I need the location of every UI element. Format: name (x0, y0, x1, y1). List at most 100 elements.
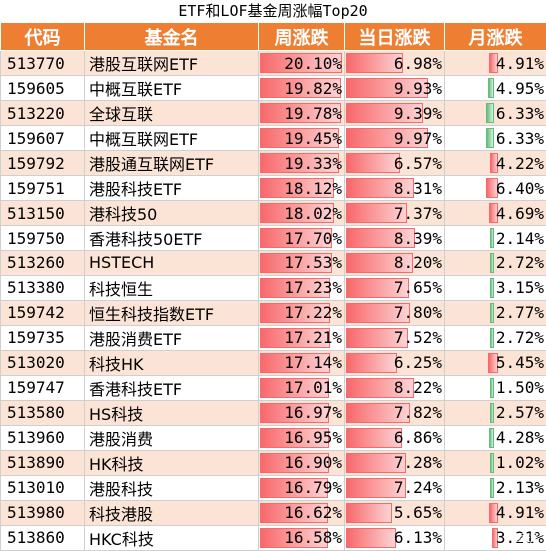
cell-week: 17.53% (259, 251, 345, 276)
month-databar (490, 303, 494, 323)
col-header-week[interactable]: 周涨跌 (259, 23, 345, 51)
month-databar (490, 228, 494, 248)
week-value: 17.23% (284, 278, 342, 297)
week-value: 17.70% (284, 229, 342, 248)
fund-name: 科技港股 (85, 500, 259, 525)
cell-week: 19.33% (259, 151, 345, 176)
fund-name: 中概互联ETF (85, 76, 259, 101)
fund-name: 港股科技 (85, 475, 259, 500)
fund-name: HSTECH (85, 251, 259, 276)
fund-name: HK科技 (85, 450, 259, 475)
cell-day: 5.65% (345, 500, 445, 525)
cell-week: 17.01% (259, 375, 345, 400)
fund-code: 159792 (1, 151, 85, 176)
month-databar (486, 103, 494, 123)
col-header-day[interactable]: 当日涨跌 (345, 23, 445, 51)
fund-code: 159607 (1, 126, 85, 151)
week-value: 17.01% (284, 378, 342, 397)
week-value: 18.12% (284, 179, 342, 198)
fund-code: 513960 (1, 425, 85, 450)
week-value: 19.33% (284, 154, 342, 173)
cell-week: 17.21% (259, 325, 345, 350)
week-value: 16.97% (284, 403, 342, 422)
cell-month: 2.57% (445, 400, 546, 425)
cell-day: 6.86% (345, 425, 445, 450)
cell-week: 16.62% (259, 500, 345, 525)
month-value: 2.72% (496, 253, 544, 272)
week-value: 18.02% (284, 204, 342, 223)
cell-day: 9.39% (345, 101, 445, 126)
cell-week: 19.82% (259, 76, 345, 101)
cell-month: 4.22% (445, 151, 546, 176)
week-value: 19.78% (284, 104, 342, 123)
fund-code: 513860 (1, 525, 85, 550)
week-value: 17.14% (284, 353, 342, 372)
cell-day: 6.13% (345, 525, 445, 550)
cell-month: 2.13% (445, 475, 546, 500)
week-value: 20.10% (284, 54, 342, 73)
week-value: 19.82% (284, 79, 342, 98)
cell-day: 9.93% (345, 76, 445, 101)
month-databar (490, 378, 494, 398)
col-header-code[interactable]: 代码 (1, 23, 85, 51)
fund-name: 科技HK (85, 350, 259, 375)
cell-day: 7.24% (345, 475, 445, 500)
month-value: 2.72% (496, 328, 544, 347)
month-value: 3.15% (496, 278, 544, 297)
fund-name: 恒生科技指数ETF (85, 300, 259, 325)
fund-name: 港股消费ETF (85, 325, 259, 350)
cell-month: 4.91% (445, 51, 546, 76)
month-value: 2.57% (496, 403, 544, 422)
cell-week: 18.02% (259, 201, 345, 226)
cell-day: 7.80% (345, 300, 445, 325)
col-header-month[interactable]: 月涨跌 (445, 23, 546, 51)
month-databar (490, 453, 494, 473)
day-value: 8.22% (394, 378, 442, 397)
fund-name: 中概互联网ETF (85, 126, 259, 151)
day-value: 8.31% (394, 179, 442, 198)
cell-day: 6.25% (345, 350, 445, 375)
fund-code: 513150 (1, 201, 85, 226)
month-databar (489, 428, 494, 448)
cell-week: 19.78% (259, 101, 345, 126)
cell-month: 1.02% (445, 450, 546, 475)
col-header-name[interactable]: 基金名 (85, 23, 259, 51)
week-value: 16.90% (284, 453, 342, 472)
month-value: 4.91% (496, 503, 544, 522)
cell-day: 8.39% (345, 226, 445, 251)
day-databar (346, 528, 396, 548)
fund-code: 159735 (1, 325, 85, 350)
cell-month: 1.50% (445, 375, 546, 400)
cell-day: 8.22% (345, 375, 445, 400)
cell-day: 7.65% (345, 275, 445, 300)
month-value: 4.28% (496, 428, 544, 447)
fund-name: HS科技 (85, 400, 259, 425)
month-databar (490, 278, 494, 298)
day-databar (346, 153, 400, 173)
week-value: 16.62% (284, 503, 342, 522)
month-databar (490, 403, 494, 423)
day-value: 6.98% (394, 54, 442, 73)
fund-name: 港股通互联网ETF (85, 151, 259, 176)
